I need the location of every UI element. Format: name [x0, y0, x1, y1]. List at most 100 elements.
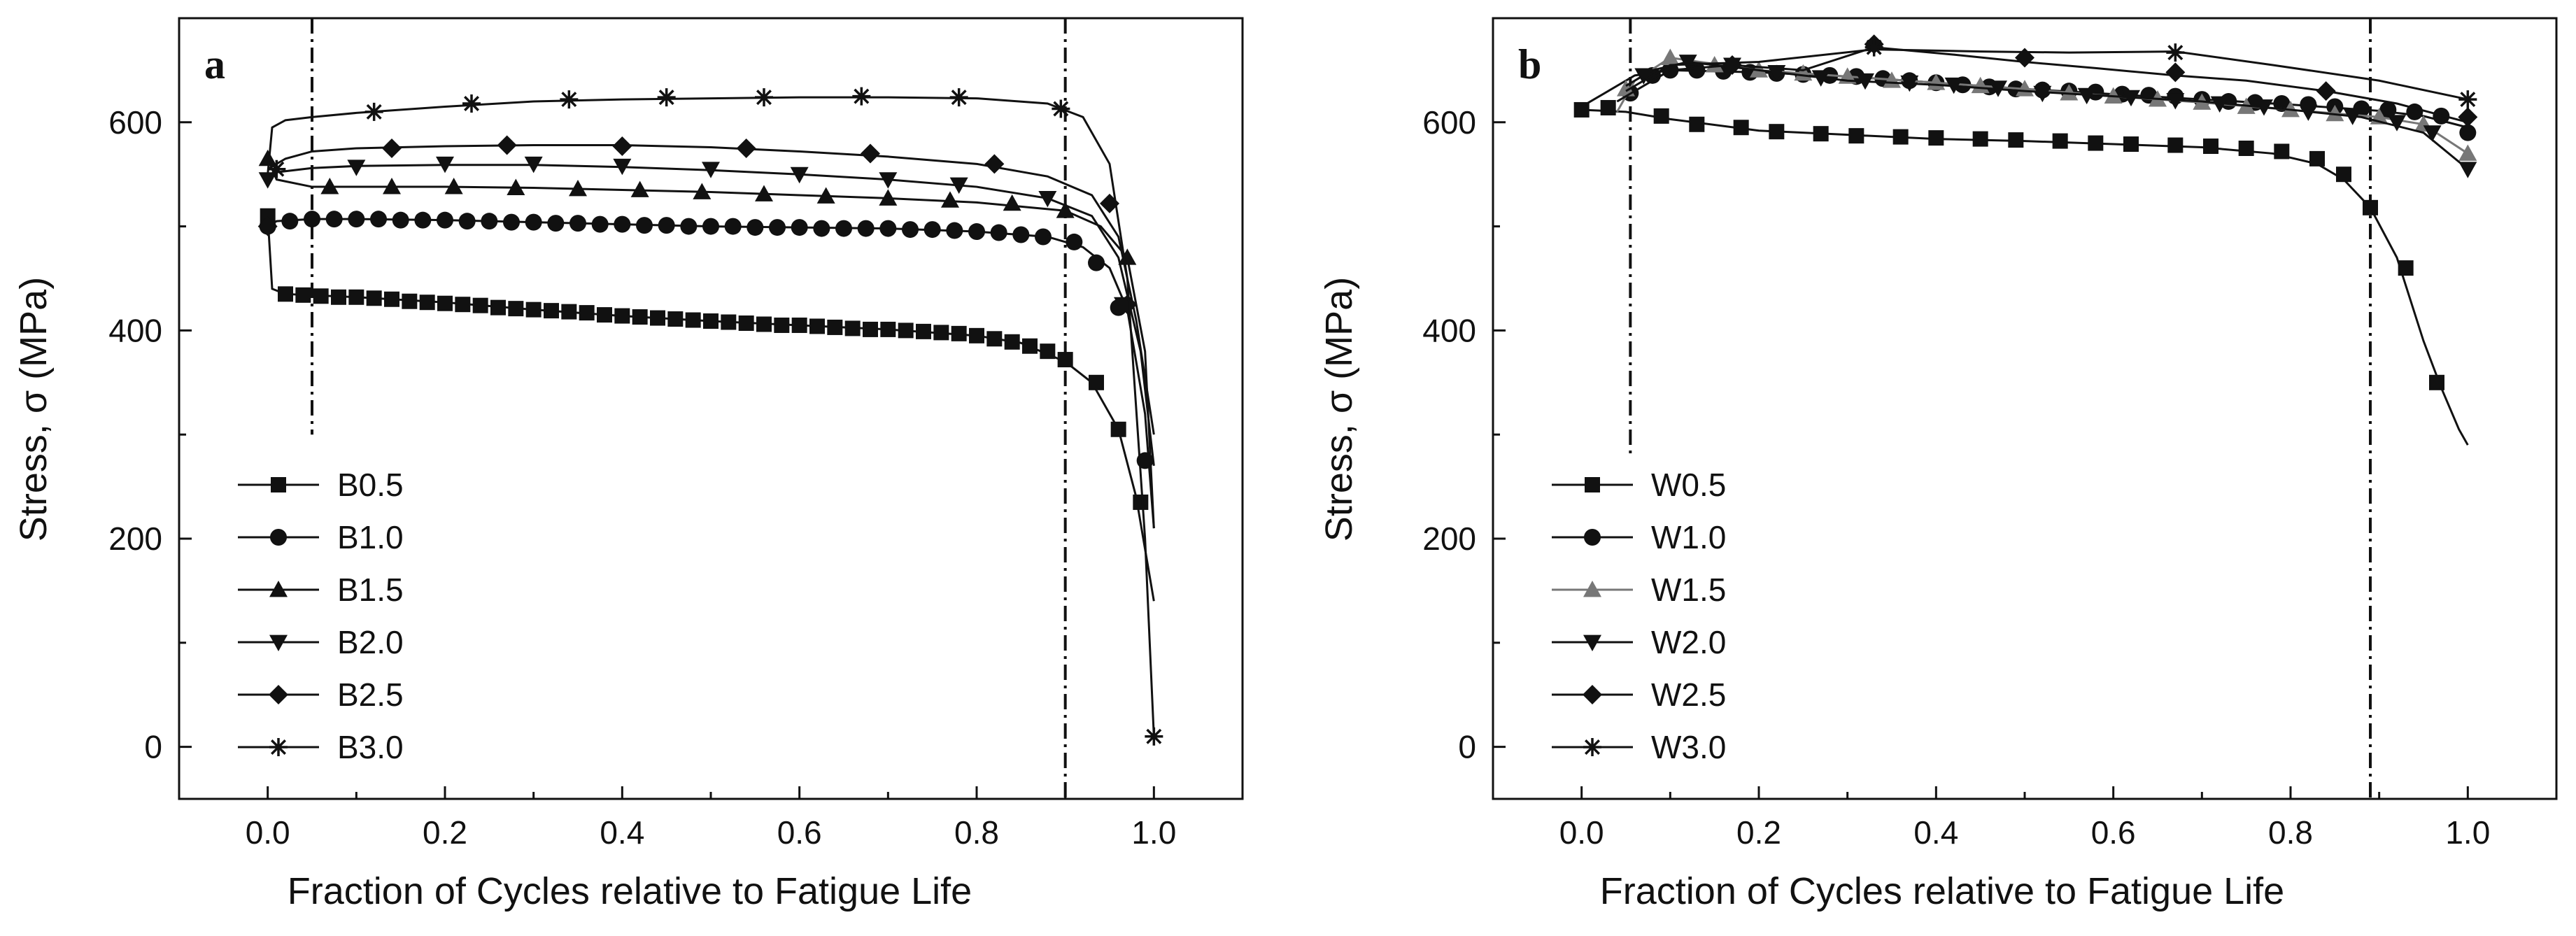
- panel-a-series-marker: [951, 326, 967, 341]
- panel-a-series-marker: [703, 313, 719, 329]
- panel-b-series-marker: [2336, 166, 2351, 182]
- panel-a-series-marker: [348, 290, 364, 305]
- panel-a-series-marker: [835, 220, 852, 237]
- panel-a-series-marker: [924, 221, 941, 238]
- panel-a-legend-label: B2.0: [337, 624, 404, 660]
- panel-a-series-marker: [481, 213, 497, 229]
- panel-a-series-marker: [667, 311, 683, 327]
- panel-a-series-marker: [809, 318, 825, 334]
- panel-a-series-marker: [370, 211, 387, 227]
- panel-b-legend-label: W2.5: [1651, 676, 1726, 713]
- panel-a-x-tick-label: 0.2: [423, 814, 467, 851]
- panel-b-y-axis-label: Stress, σ (MPa): [1318, 277, 1360, 541]
- panel-a-series-marker: [503, 214, 520, 231]
- panel-a-series-marker: [1012, 227, 1029, 243]
- panel-a-series-marker: [686, 313, 701, 328]
- panel-a-series-marker: [1133, 495, 1148, 510]
- panel-a-series-marker: [437, 212, 453, 229]
- panel-a-series-marker: [725, 218, 742, 235]
- panel-b-series-marker: [2008, 132, 2023, 148]
- panel-b-x-tick-label: 1.0: [2445, 814, 2490, 851]
- panel-a-legend-marker: [271, 477, 286, 492]
- panel-a-legend-label: B0.5: [337, 467, 404, 503]
- panel-a-series-marker: [968, 223, 985, 240]
- panel-b-series-marker: [2274, 143, 2289, 159]
- panel-b-y-tick-label: 600: [1422, 104, 1476, 141]
- panel-a-series-marker: [331, 290, 346, 305]
- panel-b-x-tick-label: 0.6: [2091, 814, 2136, 851]
- panel-a-series-marker: [1088, 255, 1105, 271]
- panel-a-series-marker: [490, 300, 506, 315]
- panel-a-series-marker: [525, 214, 542, 231]
- panel-a-series-marker: [1052, 99, 1070, 118]
- panel-b-series-marker: [1928, 130, 1944, 146]
- panel-a-series-marker: [420, 295, 435, 310]
- panel-a-series-marker: [902, 221, 919, 238]
- panel-a-legend-label: B1.5: [337, 572, 404, 608]
- panel-a-series-marker: [295, 288, 311, 303]
- panel-a-series-marker: [636, 217, 653, 234]
- panel-a-series-marker: [658, 217, 675, 234]
- panel-a-series-marker: [278, 286, 293, 302]
- panel-a-series-marker: [879, 220, 896, 237]
- panel-a-series-marker: [791, 219, 808, 236]
- panel-a-series-marker: [898, 322, 914, 338]
- panel-a-series-marker: [1066, 234, 1082, 250]
- panel-a-series-marker: [437, 296, 453, 311]
- panel-a-series-marker: [473, 298, 488, 313]
- figure: 0.0 0.2 0.4 0.6 0.8 1.00200400600B0.5B1.0B1.5…: [0, 0, 2576, 936]
- panel-a-x-axis-label: Fraction of Cycles relative to Fatigue L…: [288, 870, 972, 912]
- panel-a-series-marker: [1022, 339, 1038, 354]
- panel-a-series-marker: [991, 225, 1007, 241]
- panel-b-series-marker: [2363, 200, 2378, 215]
- panel-a-series-marker: [1005, 334, 1020, 350]
- panel-a-legend-label: B1.0: [337, 519, 404, 555]
- panel-a-series-marker: [402, 294, 417, 309]
- panel-a-series-marker: [544, 303, 559, 318]
- panel-a-series-marker: [281, 213, 298, 229]
- panel-a-legend-label: B2.5: [337, 676, 404, 713]
- panel-b-series-marker: [1973, 132, 1988, 147]
- panel-a-series-marker: [755, 88, 773, 106]
- panel-b-x-tick-label: 0.0: [1559, 814, 1604, 851]
- panel-a-series-marker: [632, 309, 648, 325]
- panel-a-series-marker: [384, 292, 399, 307]
- panel-a-series-marker: [462, 94, 481, 113]
- panel-a-series-marker: [769, 219, 786, 236]
- panel-a-series-marker: [614, 216, 630, 233]
- panel-a-series-marker: [304, 211, 320, 227]
- panel-a-series-marker: [1040, 343, 1055, 359]
- panel-a-series-marker: [863, 322, 878, 337]
- panel-a-legend-marker: [270, 529, 287, 546]
- panel-a-series-marker: [852, 87, 870, 106]
- panel-a-series-marker: [597, 307, 612, 322]
- panel-b-series-marker: [1848, 128, 1864, 143]
- panel-a-series-marker: [414, 212, 431, 229]
- panel-a-series-marker: [579, 305, 595, 320]
- panel-a-x-tick-label: 0.6: [777, 814, 822, 851]
- panel-b-series-marker: [2429, 375, 2444, 390]
- panel-a-series-marker: [569, 215, 586, 232]
- panel-a-series-marker: [326, 211, 343, 227]
- panel-b-series-marker: [2309, 151, 2325, 166]
- panel-a-letter: a: [204, 41, 225, 87]
- panel-a-series-marker: [721, 314, 736, 329]
- panel-a-y-tick-label: 0: [144, 729, 162, 765]
- panel-b-series-marker: [2203, 139, 2218, 154]
- panel-a-series-marker: [813, 220, 830, 237]
- panel-b-series-marker: [1601, 100, 1616, 115]
- panel-b-series-marker: [2053, 134, 2068, 149]
- panel-a-series-marker: [592, 216, 609, 233]
- panel-a-series-marker: [880, 322, 896, 337]
- panel-a-series-marker: [845, 320, 861, 336]
- panel-a-series-marker: [614, 309, 630, 324]
- panel-a-series-marker: [1111, 422, 1126, 437]
- panel-a-series-marker: [739, 315, 754, 331]
- panel-b-legend-label: W1.0: [1651, 519, 1726, 555]
- panel-b-series-marker: [1893, 129, 1909, 145]
- panel-b-series-marker: [2166, 43, 2184, 62]
- panel-b-legend-label: W1.5: [1651, 572, 1726, 608]
- panel-b-x-tick-label: 0.2: [1736, 814, 1781, 851]
- panel-b-series-marker: [1865, 38, 1883, 57]
- panel-a-series-marker: [1058, 352, 1073, 367]
